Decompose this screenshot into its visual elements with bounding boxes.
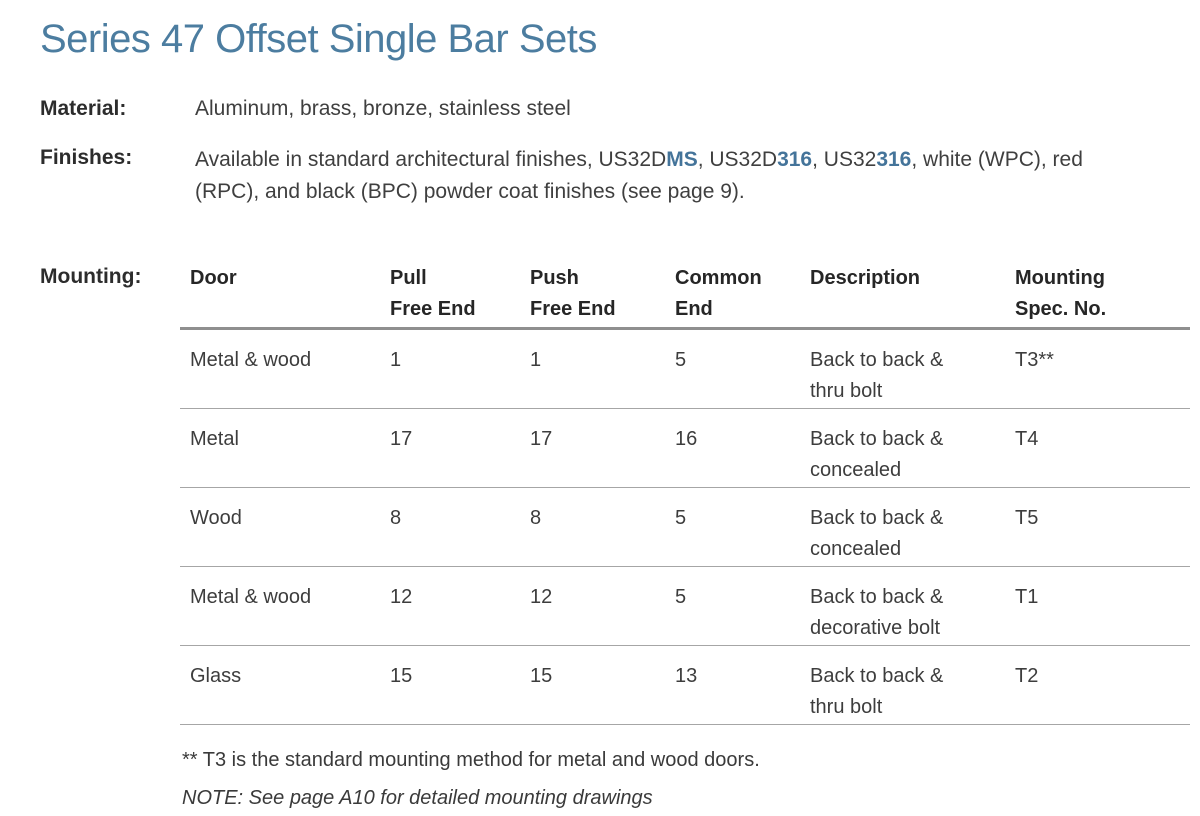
table-cell-push: 17: [530, 428, 553, 450]
table-row: Wood 8 8 5 Back to back & concealed T5: [180, 488, 1190, 567]
table-cell-description: Back to back & concealed: [810, 428, 944, 481]
finishes-label: Finishes:: [40, 146, 133, 169]
table-cell-door: Glass: [190, 665, 242, 687]
table-row: Metal 17 17 16 Back to back & concealed T4: [180, 409, 1190, 488]
material-value: Aluminum, brass, bronze, stainless steel: [195, 97, 571, 120]
table-cell-push: 15: [530, 665, 553, 687]
material-label: Material:: [40, 97, 127, 120]
table-cell-description: Back to back & thru bolt: [810, 349, 944, 402]
table-cell-door: Metal: [190, 428, 239, 450]
table-cell-pull: 1: [390, 349, 402, 371]
table-cell-common: 5: [675, 349, 687, 371]
table-row: Metal & wood 1 1 5 Back to back & thru bolt T…: [180, 330, 1190, 409]
finishes-text: , white (WPC), red (RPC), and black (BPC…: [195, 148, 1083, 203]
finish-code-accent: MS: [666, 148, 698, 171]
table-cell-description: Back to back & decorative bolt: [810, 586, 944, 639]
mounting-label: Mounting:: [40, 265, 142, 288]
finish-code-accent: 316: [876, 148, 912, 171]
table-cell-pull: 15: [390, 665, 413, 687]
table-cell-pull: 12: [390, 586, 413, 608]
table-cell-spec: T3**: [1015, 349, 1054, 371]
table-row: Glass 15 15 13 Back to back & thru bolt T2: [180, 646, 1190, 725]
footnotes: ** T3 is the standard mounting method fo…: [180, 745, 1190, 814]
finishes-text: , US32: [812, 148, 877, 171]
column-header-common: Common End: [675, 267, 762, 320]
page-title: Series 47 Offset Single Bar Sets: [40, 17, 597, 61]
mounting-table: Door Pull Free End Push Free End Common End…: [180, 263, 1190, 725]
table-header-row: Door Pull Free End Push Free End Common End…: [180, 263, 1190, 330]
table-cell-door: Metal & wood: [190, 586, 312, 608]
finishes-row: Finishes: Available in standard architec…: [40, 144, 1200, 208]
finish-code-accent: 316: [777, 148, 813, 171]
column-header-description: Description: [810, 267, 921, 289]
asterisk-footnote: ** T3 is the standard mounting method fo…: [182, 749, 760, 771]
table-cell-description: Back to back & thru bolt: [810, 665, 944, 718]
column-header-spec: Mounting Spec. No.: [1015, 267, 1107, 320]
mounting-section: Mounting: Door Pull Free End Push Free End…: [40, 263, 1200, 816]
table-cell-push: 1: [530, 349, 542, 371]
table-body: Metal & wood 1 1 5 Back to back & thru bolt T…: [180, 330, 1190, 725]
table-row: Metal & wood 12 12 5 Back to back & decorati…: [180, 567, 1190, 646]
table-cell-spec: T1: [1015, 586, 1039, 608]
table-cell-pull: 17: [390, 428, 413, 450]
table-cell-push: 8: [530, 507, 542, 529]
table-cell-spec: T4: [1015, 428, 1039, 450]
column-header-push: Push Free End: [530, 267, 616, 320]
finishes-value: Available in standard architectural fini…: [195, 144, 1083, 208]
table-cell-common: 5: [675, 507, 687, 529]
table-cell-common: 5: [675, 586, 687, 608]
finishes-text: , US32D: [697, 148, 778, 171]
mounting-content: Door Pull Free End Push Free End Common End…: [180, 263, 1190, 816]
table-cell-spec: T5: [1015, 507, 1039, 529]
material-row: Material: Aluminum, brass, bronze, stain…: [40, 95, 1200, 122]
column-header-pull: Pull Free End: [390, 267, 476, 320]
table-cell-door: Metal & wood: [190, 349, 312, 371]
table-cell-common: 16: [675, 428, 698, 450]
column-header-door: Door: [190, 267, 237, 289]
table-cell-spec: T2: [1015, 665, 1039, 687]
finishes-text: Available in standard architectural fini…: [195, 148, 667, 171]
note-footnote: NOTE: See page A10 for detailed mounting…: [182, 787, 653, 809]
table-cell-door: Wood: [190, 507, 242, 529]
table-cell-description: Back to back & concealed: [810, 507, 944, 560]
table-cell-common: 13: [675, 665, 698, 687]
table-cell-push: 12: [530, 586, 553, 608]
table-cell-pull: 8: [390, 507, 402, 529]
